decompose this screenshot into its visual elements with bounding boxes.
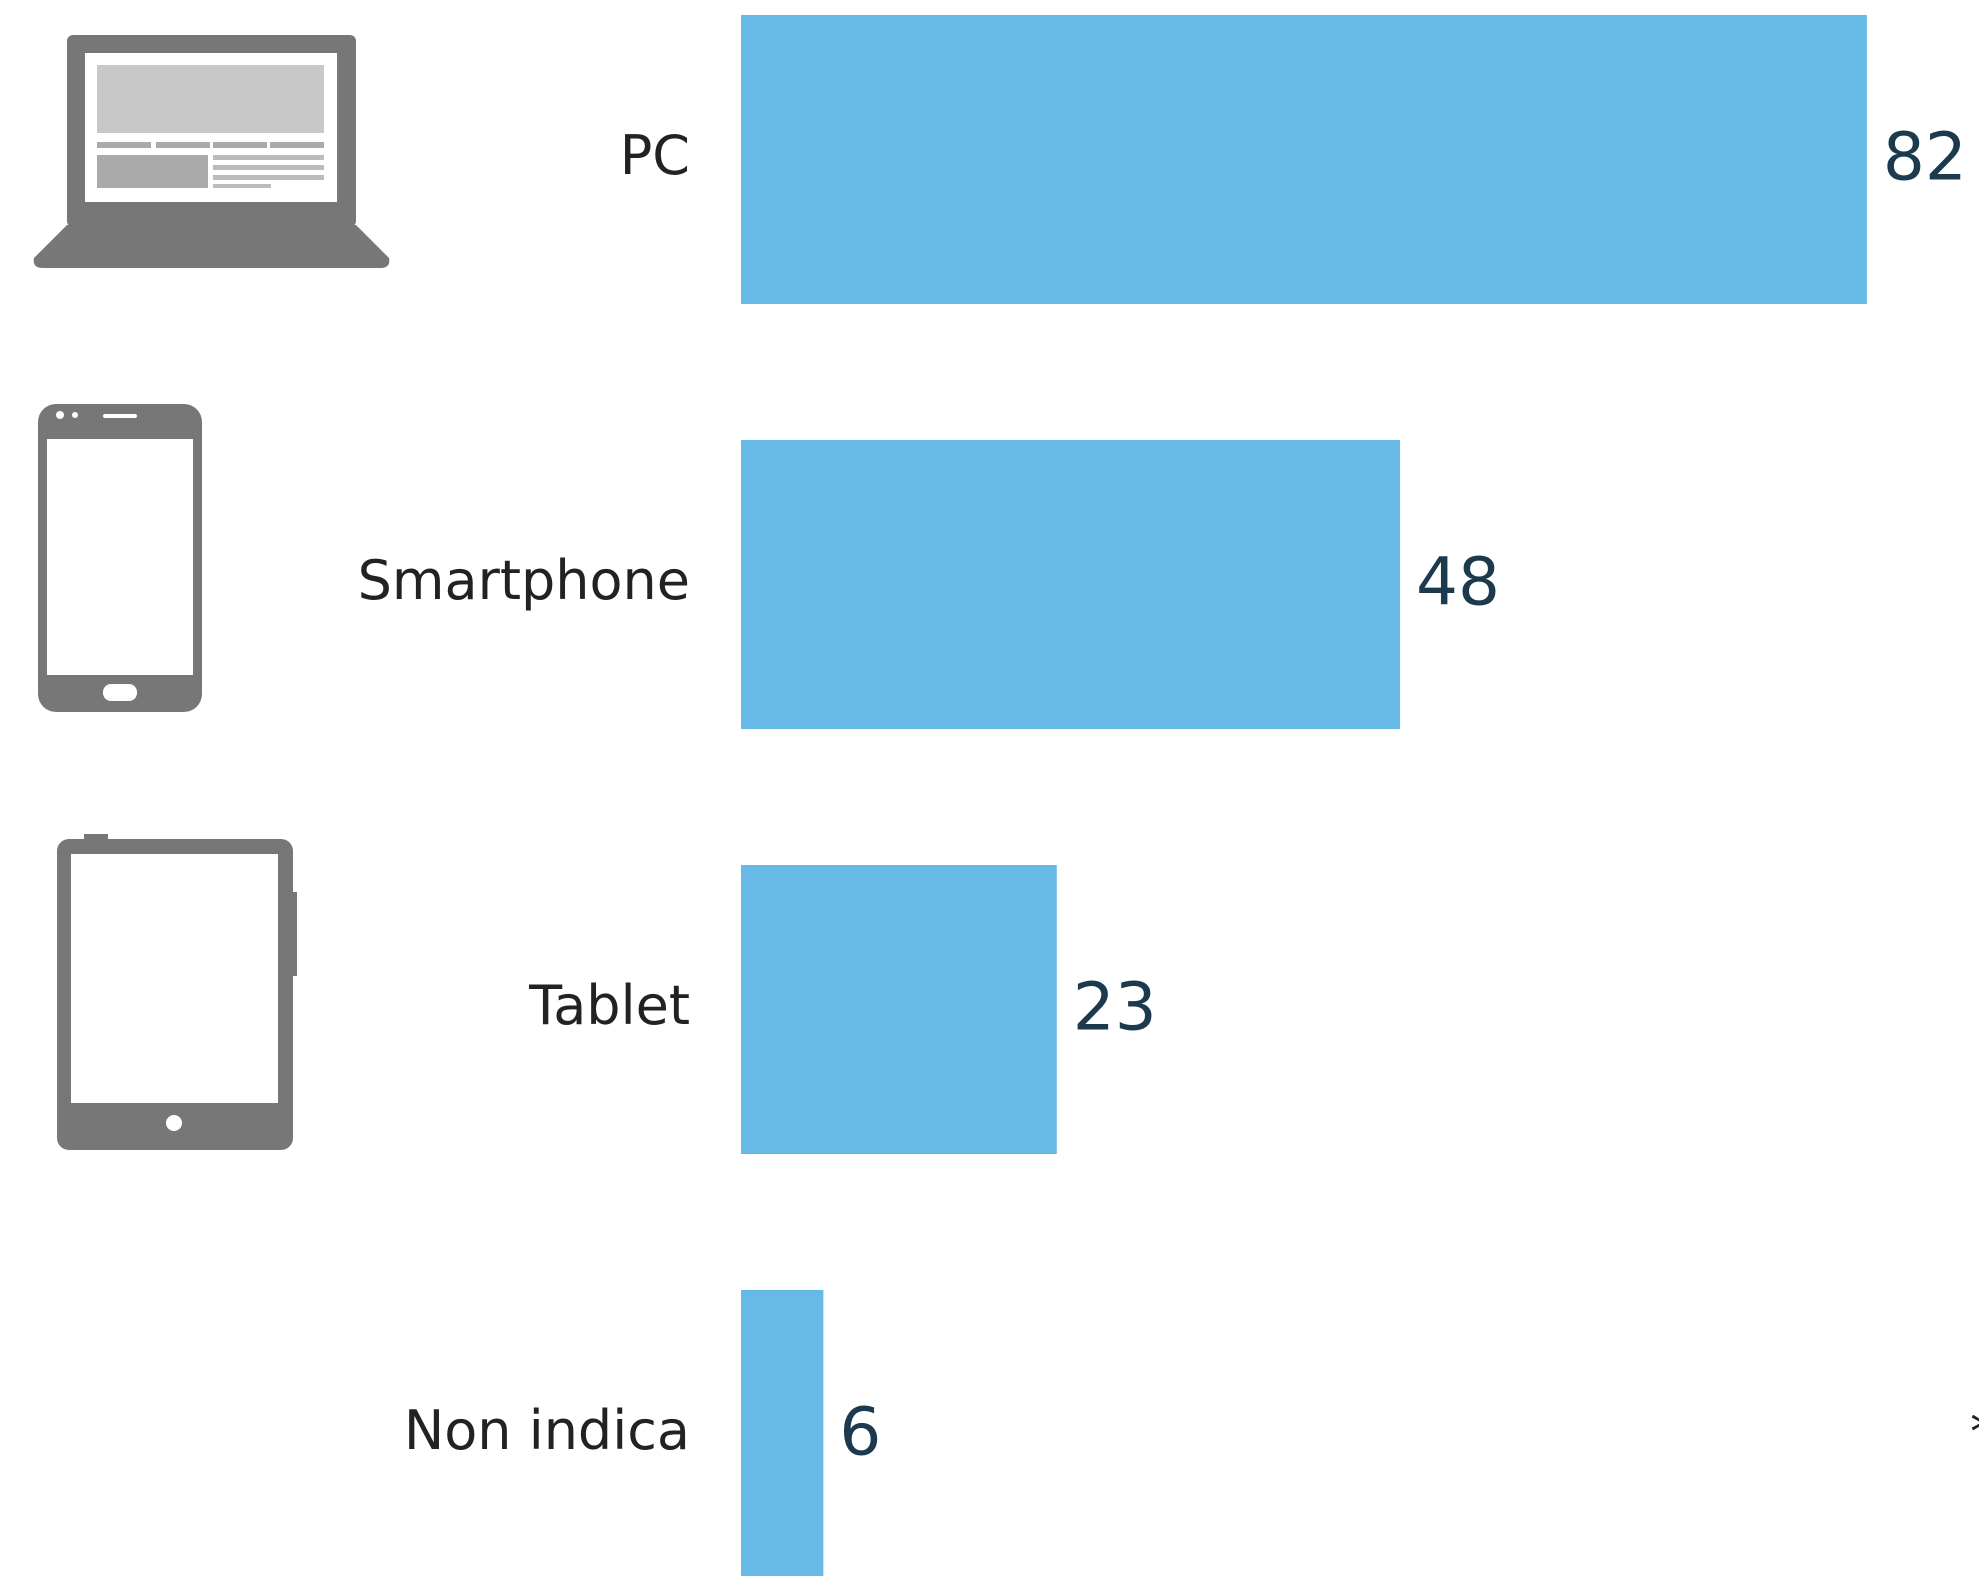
bar	[741, 15, 1867, 304]
value-label: 6	[839, 1394, 881, 1471]
bar	[741, 865, 1057, 1154]
value-label: 23	[1073, 969, 1157, 1046]
value-label: 48	[1416, 544, 1500, 621]
bar	[741, 440, 1401, 729]
category-label: Smartphone	[358, 549, 690, 612]
laptop-icon	[33, 35, 390, 268]
smartphone-icon	[38, 404, 202, 712]
bar	[741, 1290, 824, 1576]
tablet-icon	[57, 834, 297, 1150]
category-label: PC	[620, 124, 690, 187]
annotation: *	[1970, 1401, 1979, 1464]
category-label: Tablet	[528, 974, 690, 1037]
category-label: Non indica	[404, 1399, 690, 1462]
value-label: 82	[1883, 119, 1967, 196]
